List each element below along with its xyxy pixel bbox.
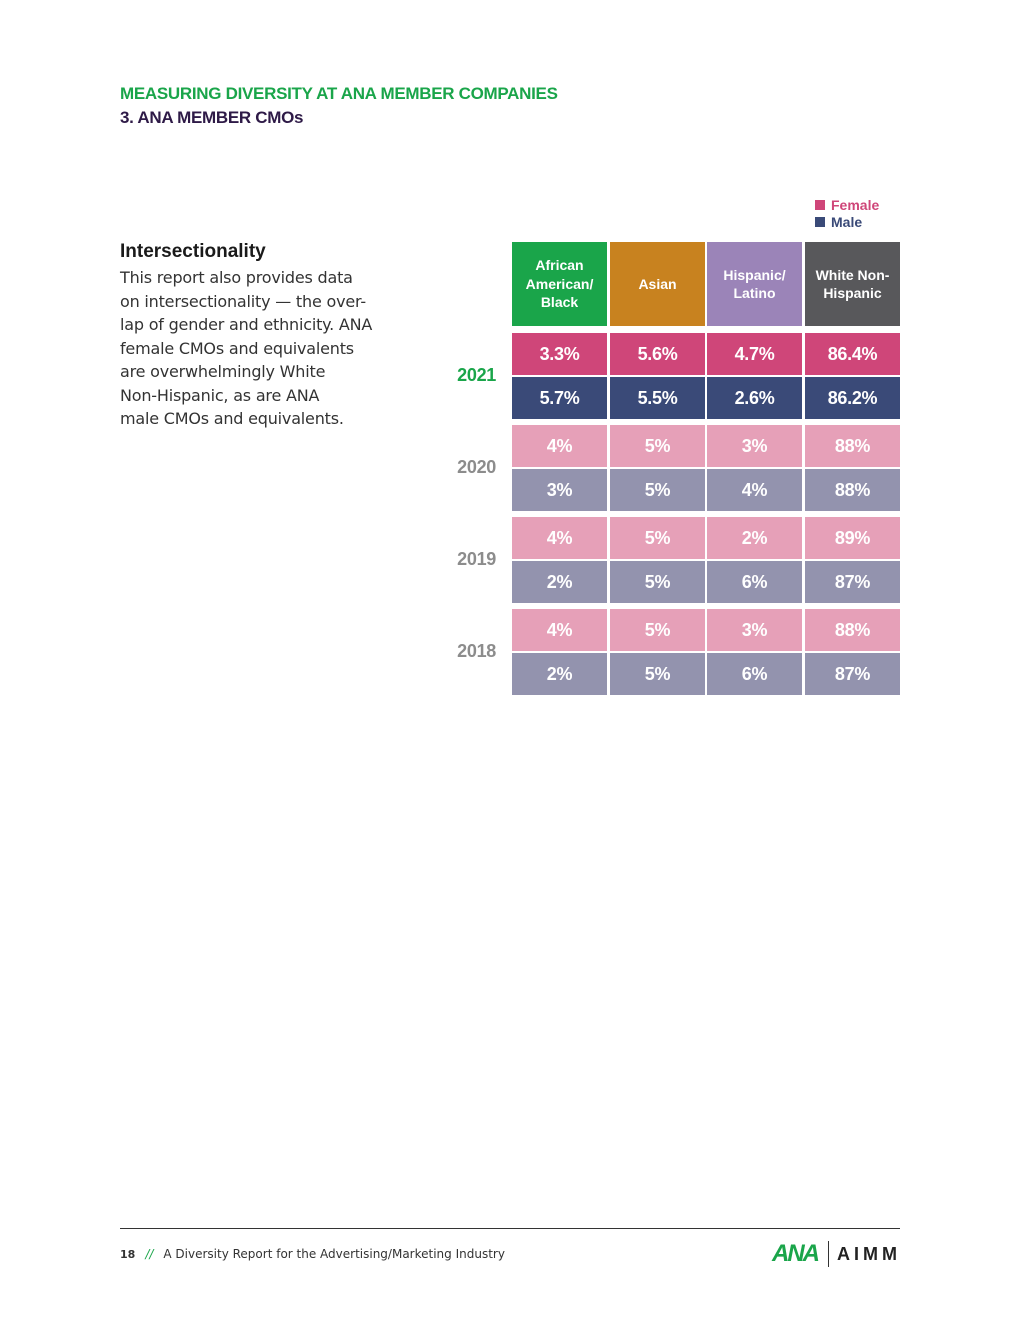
year-label: 2020 [457, 457, 496, 477]
male-cell: 87% [805, 653, 900, 695]
sidebar-body: This report also provides data on inters… [120, 266, 390, 431]
section-heading: MEASURING DIVERSITY AT ANA MEMBER COMPAN… [120, 84, 558, 103]
male-cell: 5% [610, 561, 705, 603]
year-label: 2019 [457, 549, 496, 569]
footer-title: A Diversity Report for the Advertising/M… [163, 1247, 505, 1261]
female-cell: 4% [512, 425, 607, 467]
column-header: Hispanic/ Latino [707, 242, 802, 326]
sidebar-line: female CMOs and equivalents [120, 338, 354, 358]
female-cell: 3% [707, 609, 802, 651]
year-label: 2021 [457, 365, 496, 385]
aimm-logo: AIMM [837, 1243, 901, 1264]
sidebar-line: are overwhelmingly White [120, 362, 326, 381]
female-cell: 4% [512, 609, 607, 651]
male-cell: 2% [512, 561, 607, 603]
female-cell: 4% [512, 517, 607, 559]
sidebar-line: lap of gender and ethnicity. ANA [120, 315, 373, 334]
male-cell: 3% [512, 469, 607, 511]
male-cell: 6% [707, 653, 802, 695]
male-swatch [815, 216, 825, 227]
female-cell: 86.4% [805, 333, 900, 375]
female-cell: 5% [610, 609, 705, 651]
ana-aimm-logo: ANA AIMM [772, 1240, 901, 1268]
legend-label-female: Female [831, 196, 880, 213]
sidebar-title: Intersectionality [120, 241, 266, 262]
subsection-heading: 3. ANA MEMBER CMOs [120, 108, 304, 127]
male-cell: 87% [805, 561, 900, 603]
footer-rule [120, 1228, 900, 1229]
female-cell: 88% [805, 609, 900, 651]
male-cell: 88% [805, 469, 900, 511]
male-cell: 86.2% [805, 377, 900, 419]
female-cell: 5% [610, 425, 705, 467]
sidebar-line: This report also provides data [120, 268, 353, 287]
year-label: 2018 [457, 641, 496, 661]
column-header: Asian [610, 242, 705, 326]
legend-item-male: Male [815, 213, 879, 230]
ana-logo: ANA [772, 1240, 820, 1267]
legend-item-female: Female [815, 196, 879, 213]
male-cell: 5.7% [512, 377, 607, 419]
female-cell: 89% [805, 517, 900, 559]
female-cell: 5% [610, 517, 705, 559]
male-cell: 5% [610, 469, 705, 511]
sidebar-line: Non-Hispanic, as are ANA [120, 385, 320, 405]
column-header: African American/ Black [512, 242, 607, 326]
male-cell: 5% [610, 653, 705, 695]
female-cell: 3.3% [512, 333, 607, 375]
male-cell: 2% [512, 653, 607, 695]
female-cell: 2% [707, 517, 802, 559]
sidebar-line: male CMOs and equivalents. [120, 409, 344, 428]
male-cell: 6% [707, 561, 802, 603]
legend: Female Male [815, 196, 879, 230]
footer-separator: // [145, 1247, 154, 1261]
page-number: 18 [120, 1247, 136, 1261]
female-cell: 4.7% [707, 333, 802, 375]
female-cell: 88% [805, 425, 900, 467]
logo-divider [828, 1241, 829, 1267]
male-cell: 4% [707, 469, 802, 511]
sidebar-line: on intersectionality — the over- [120, 291, 366, 311]
female-cell: 5.6% [610, 333, 705, 375]
column-header: White Non- Hispanic [805, 242, 900, 326]
male-cell: 5.5% [610, 377, 705, 419]
male-cell: 2.6% [707, 377, 802, 419]
footer: 18 // A Diversity Report for the Adverti… [120, 1247, 505, 1261]
legend-label-male: Male [831, 213, 863, 230]
female-swatch [815, 199, 825, 210]
female-cell: 3% [707, 425, 802, 467]
